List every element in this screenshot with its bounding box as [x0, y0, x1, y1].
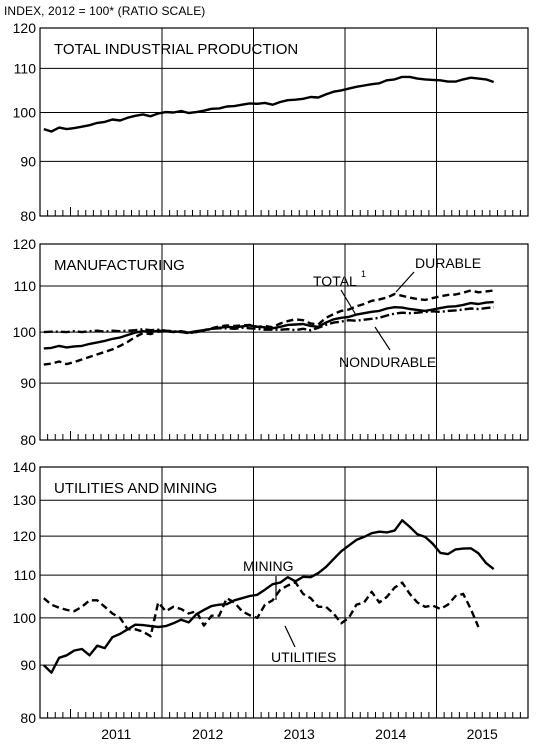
x-tick-label: 2014	[375, 726, 406, 742]
y-tick-label: 80	[20, 208, 36, 224]
series-line-dashed	[43, 289, 494, 366]
series-line-solid	[43, 75, 495, 133]
panel-frame	[39, 466, 529, 719]
y-tick-label: 80	[20, 432, 36, 448]
y-tick-label: 140	[13, 459, 37, 475]
x-tick-label: 2015	[467, 726, 498, 742]
y-tick-label: 100	[13, 105, 37, 121]
y-tick-label: 120	[13, 20, 37, 36]
panel-title: UTILITIES AND MINING	[54, 480, 217, 497]
y-tick-label: 80	[20, 710, 36, 726]
y-tick-label: 110	[14, 278, 37, 294]
annotation-mining: MINING	[243, 558, 294, 574]
annotation-footnote: 1	[361, 269, 366, 279]
annotation-total: TOTAL	[313, 273, 357, 289]
x-tick-label: 2011	[101, 726, 131, 742]
annotation-pointer	[340, 289, 357, 316]
y-tick-label: 100	[13, 324, 37, 340]
panel-1	[39, 27, 529, 217]
panel-frame	[39, 27, 529, 217]
panel-frame	[39, 243, 529, 441]
y-tick-label: 110	[14, 567, 37, 583]
series-line-solid	[42, 519, 495, 674]
y-tick-label: 130	[13, 492, 37, 508]
series-line-solid	[43, 300, 494, 350]
y-tick-label: 90	[20, 153, 36, 169]
panel-title: TOTAL INDUSTRIAL PRODUCTION	[54, 41, 298, 58]
panel-3	[39, 466, 529, 719]
y-tick-label: 90	[20, 657, 36, 673]
annotation-pointer	[395, 271, 415, 293]
y-tick-label: 120	[13, 236, 37, 252]
panel-title: MANUFACTURING	[54, 257, 185, 274]
annotation-durable: DURABLE	[415, 255, 481, 271]
series-line-dashdot	[43, 306, 494, 335]
x-tick-label: 2012	[192, 726, 223, 742]
y-tick-label: 90	[20, 375, 36, 391]
x-tick-label: 2013	[284, 726, 315, 742]
annotation-pointer	[284, 625, 296, 648]
y-axis-label: INDEX, 2012 = 100* (RATIO SCALE)	[4, 4, 206, 18]
y-tick-label: 100	[13, 610, 37, 626]
annotation-utilities: UTILITIES	[271, 649, 336, 665]
annotation-pointer	[374, 326, 391, 351]
y-tick-label: 110	[14, 60, 37, 76]
y-tick-label: 120	[13, 528, 37, 544]
series-line-dashed	[43, 581, 480, 638]
panel-2	[39, 243, 529, 441]
annotation-nondurable: NONDURABLE	[339, 354, 436, 370]
